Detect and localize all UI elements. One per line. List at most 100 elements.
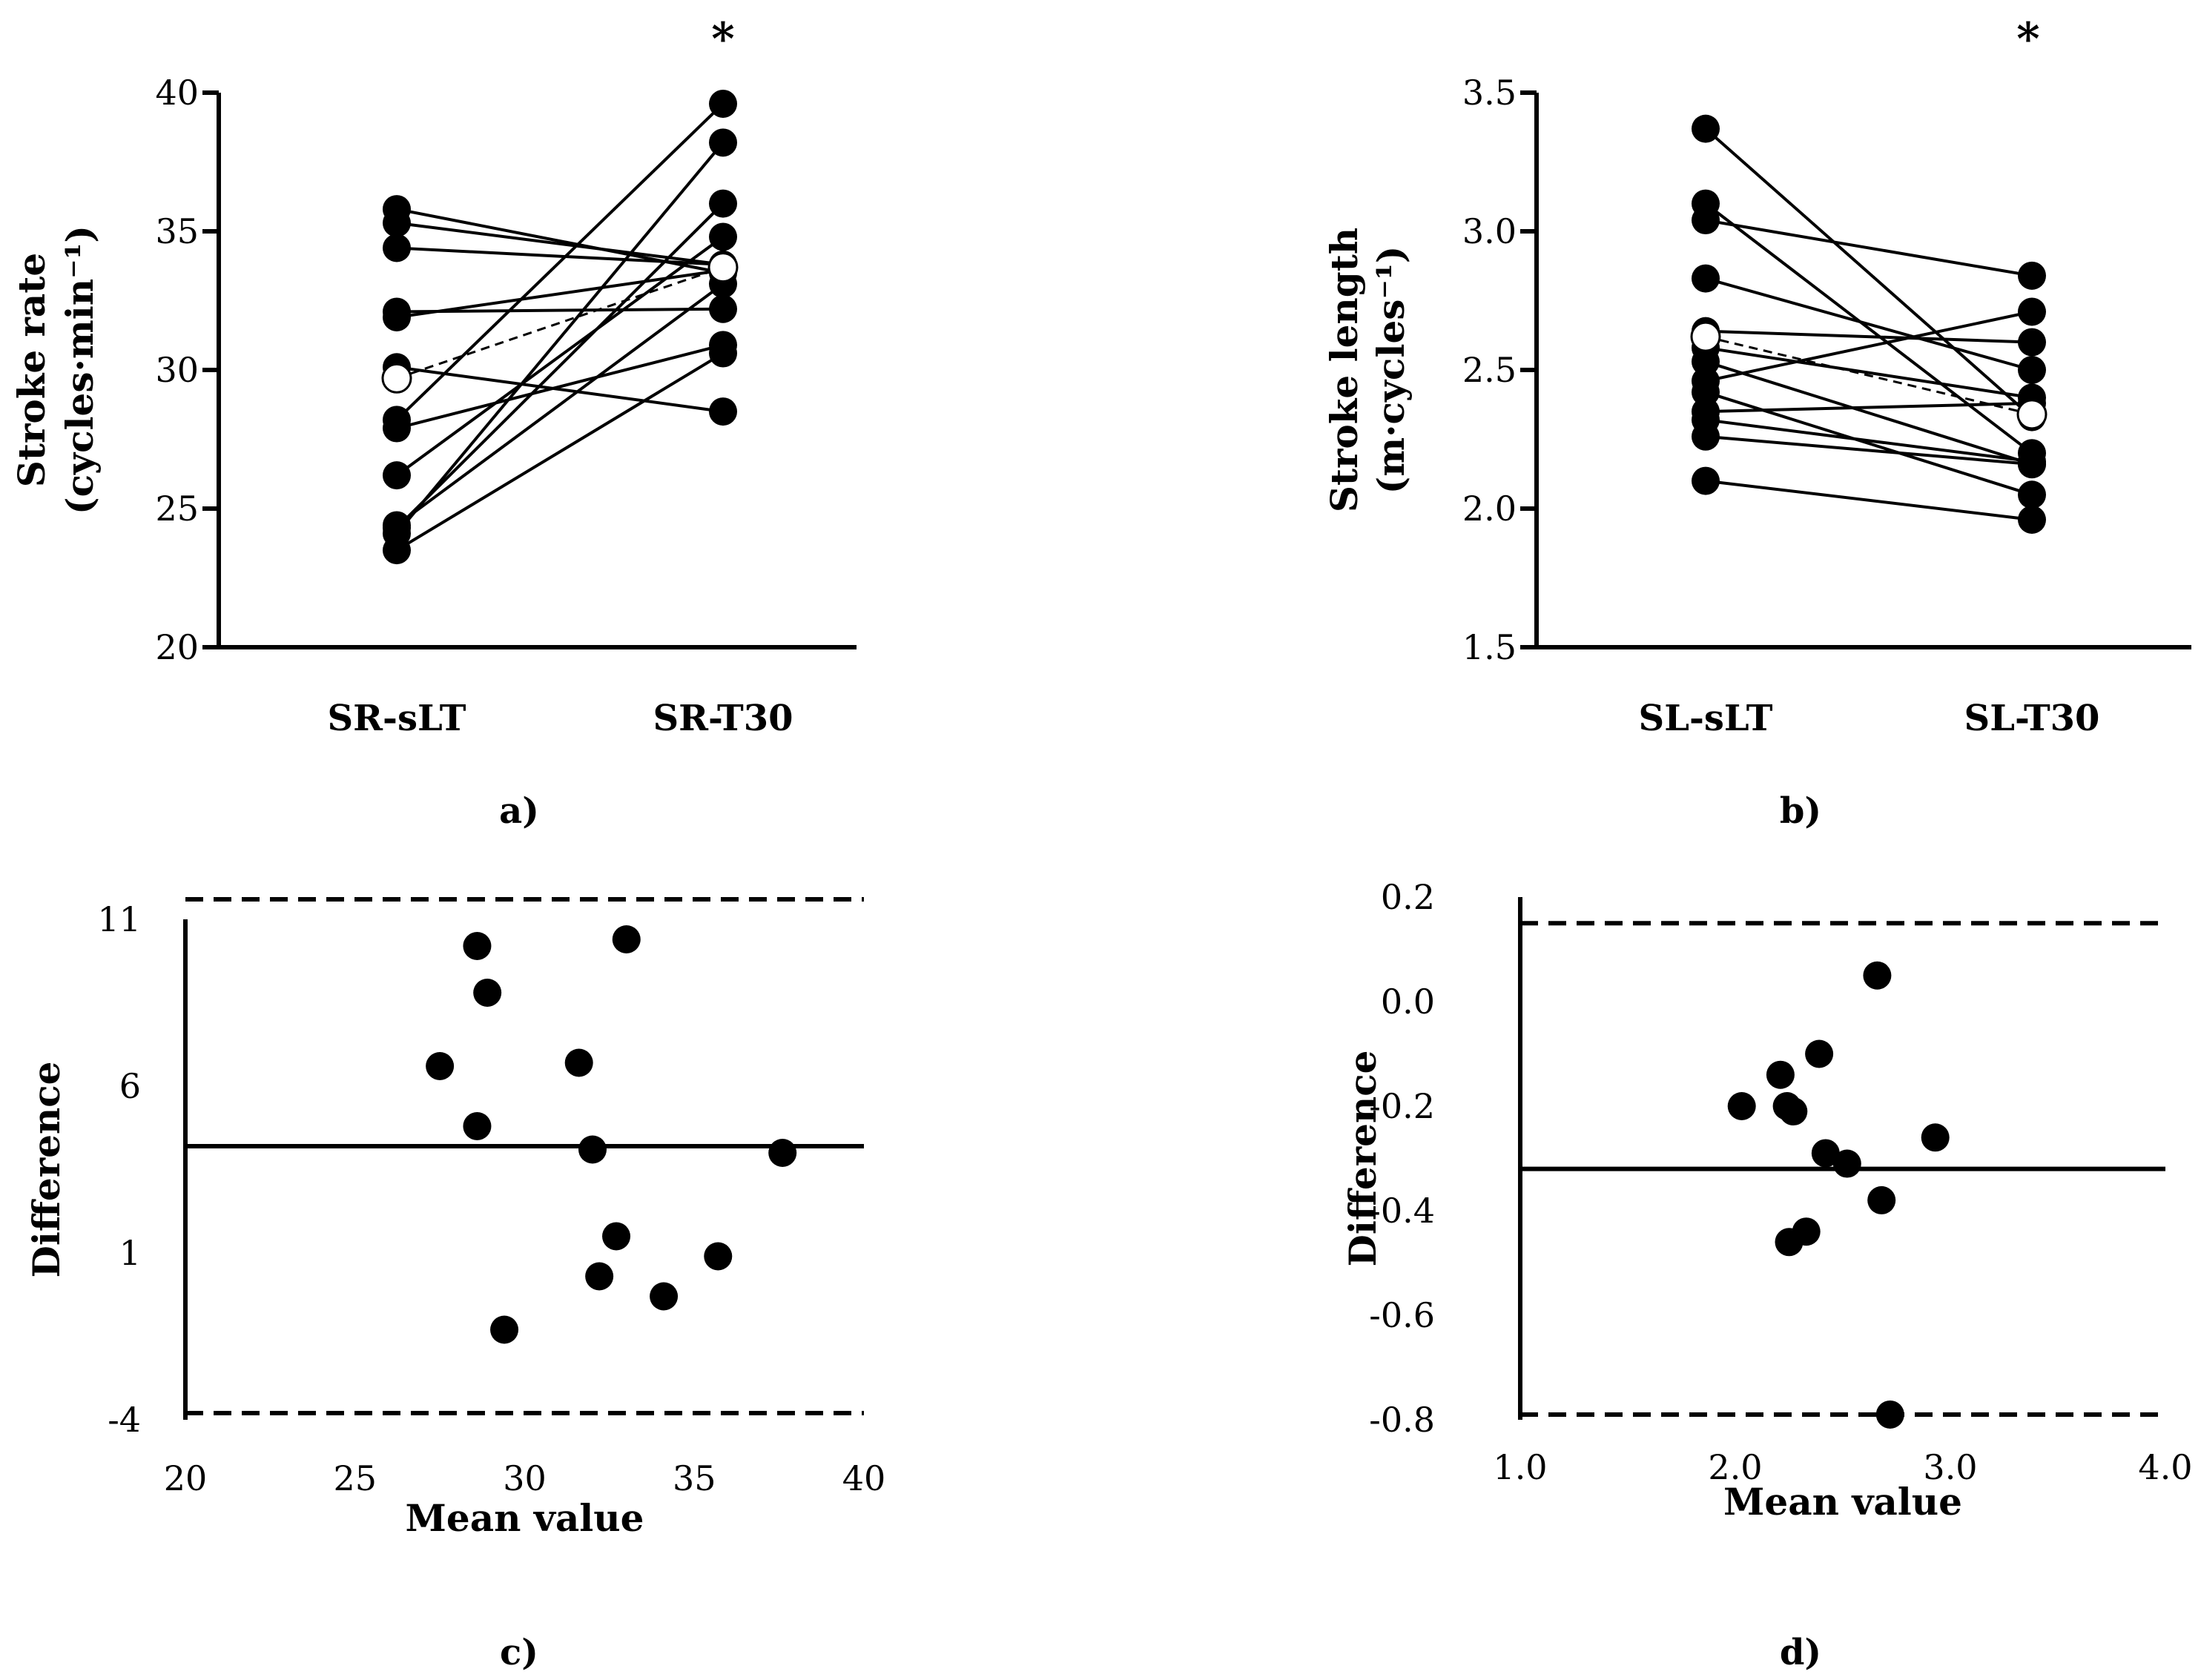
y-axis-label: Difference (1341, 1051, 1385, 1267)
subject-line (395, 282, 725, 527)
y-tick-label: 2.0 (1462, 489, 1517, 529)
data-point (1867, 1185, 1896, 1214)
subject-line (1705, 219, 2033, 277)
subject-line (396, 343, 724, 430)
data-point (709, 189, 737, 218)
panel-label: c) (500, 1632, 538, 1673)
data-point (768, 1139, 797, 1167)
data-point (383, 302, 411, 331)
x-axis-label: Mean value (1723, 1480, 1962, 1524)
data-point (1692, 377, 1720, 406)
y-tick-label: 0.0 (1381, 982, 1435, 1022)
subject-line (395, 202, 725, 529)
x-tick-label: 3.0 (1923, 1447, 1977, 1487)
category-label: SL-T30 (1964, 698, 2100, 739)
y-axis-unit: (m·cycles⁻¹) (1369, 246, 1413, 495)
data-point (1832, 1149, 1861, 1178)
data-point (1692, 466, 1720, 495)
data-point (650, 1282, 679, 1311)
data-point (1692, 114, 1720, 143)
subject-line (396, 246, 724, 266)
data-point (490, 1315, 519, 1344)
category-label: SR-sLT (327, 698, 466, 739)
data-point (1692, 264, 1720, 293)
mean-point (2016, 399, 2047, 430)
data-point (2018, 297, 2046, 326)
y-tick-label: 40 (155, 73, 199, 113)
mean-point (381, 363, 412, 394)
x-tick-label: 1.0 (1493, 1447, 1547, 1487)
data-point (426, 1052, 455, 1080)
data-point (463, 1112, 492, 1140)
data-point (585, 1262, 614, 1291)
y-tick-label: 3.5 (1462, 73, 1517, 113)
subject-line (395, 235, 725, 477)
significance-marker: * (711, 13, 734, 65)
subject-line (1705, 434, 2033, 466)
subject-line (1705, 277, 2033, 371)
panel-a-stroke-rate: 20 25 30 35 40 SR-sLT SR-T30 Stroke rate (cycles… (10, 13, 857, 832)
subject-line (396, 221, 724, 266)
x-tick-label: 30 (503, 1458, 547, 1498)
y-tick-label: 6 (119, 1066, 141, 1106)
y-tick-label: 35 (155, 211, 199, 251)
x-tick-label: 20 (164, 1458, 208, 1498)
data-point (383, 514, 411, 543)
subject-line (1704, 202, 2033, 454)
y-tick-label: -4 (108, 1400, 141, 1440)
y-tick-label: 30 (155, 350, 199, 390)
y-axis-label: Difference (24, 1062, 68, 1278)
data-point (1792, 1217, 1821, 1246)
panel-d-bland-altman-stroke-length: -0.8 -0.6 -0.4 -0.2 0.0 0.2 1.0 2.0 3.0 4.0 Mean v… (1341, 877, 2193, 1673)
data-point (612, 925, 641, 953)
data-point (1766, 1060, 1795, 1089)
x-tick-label: 35 (673, 1458, 716, 1498)
y-tick-label: -0.8 (1369, 1400, 1435, 1440)
subject-line (1705, 360, 2033, 466)
y-tick-label: -0.6 (1369, 1295, 1435, 1335)
subject-line (1705, 310, 2033, 383)
data-point (709, 128, 737, 157)
mean-point (1690, 321, 1721, 352)
data-point (383, 208, 411, 237)
subject-line (1705, 401, 2033, 414)
y-tick-label: 20 (155, 627, 199, 667)
data-point (383, 461, 411, 490)
category-label: SR-T30 (653, 698, 793, 739)
x-axis-label: Mean value (406, 1496, 644, 1540)
x-tick-label: 25 (333, 1458, 377, 1498)
subject-line (395, 102, 725, 421)
data-point (383, 234, 411, 262)
y-tick-label: 11 (97, 899, 141, 939)
data-point (709, 222, 737, 251)
data-point (2018, 356, 2046, 384)
data-point (473, 979, 502, 1007)
y-axis-label: Stroke length (1322, 228, 1366, 512)
subject-line (395, 142, 725, 535)
data-point (704, 1242, 733, 1271)
y-axis-label: Stroke rate (10, 253, 53, 487)
subject-line (1705, 329, 2033, 344)
data-point (1921, 1123, 1950, 1152)
data-point (1811, 1139, 1840, 1168)
data-point (709, 89, 737, 118)
y-tick-label: -0.4 (1369, 1191, 1435, 1231)
subject-line (396, 366, 724, 414)
y-tick-label: 25 (155, 489, 199, 529)
data-point (564, 1048, 593, 1077)
subject-line (396, 307, 724, 314)
subject-line (1705, 479, 2033, 521)
data-point (709, 339, 737, 368)
data-point (578, 1135, 607, 1164)
mean-point (707, 252, 739, 283)
data-point (2018, 505, 2046, 534)
y-tick-label: 1.5 (1462, 627, 1517, 667)
data-point (463, 932, 492, 960)
y-axis-unit: (cycles·min⁻¹) (58, 225, 102, 515)
data-point (2018, 261, 2046, 290)
data-point (1727, 1092, 1756, 1120)
subject-line (1704, 128, 2033, 419)
data-point (1779, 1097, 1808, 1126)
mean-line (396, 266, 724, 380)
data-point (1692, 206, 1720, 235)
